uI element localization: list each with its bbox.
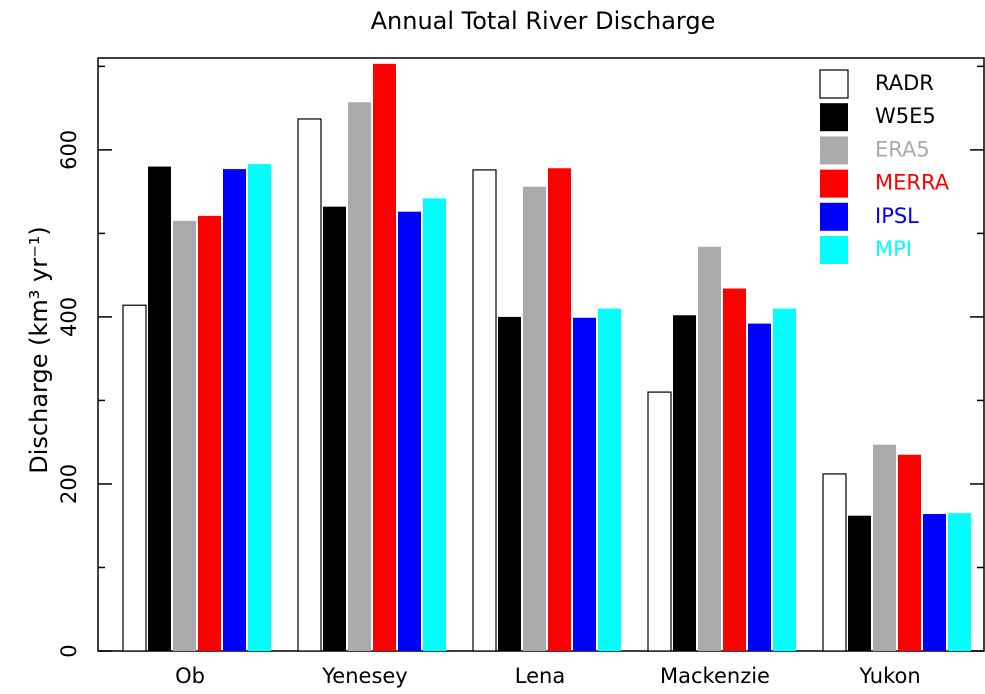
- bar: [348, 102, 371, 652]
- bar: [848, 515, 871, 651]
- bar: [773, 308, 796, 651]
- legend-swatch: [820, 202, 848, 231]
- bar: [948, 513, 971, 651]
- chart-title: Annual Total River Discharge: [371, 7, 716, 35]
- bar: [873, 444, 896, 651]
- bar: [297, 118, 322, 652]
- bar: [923, 514, 946, 651]
- legend-swatch: [820, 136, 848, 165]
- bar: [822, 473, 847, 652]
- bar: [723, 288, 746, 651]
- y-axis-label: Discharge (km³ yr⁻¹): [25, 226, 53, 473]
- bar: [122, 304, 147, 652]
- bar: [173, 220, 196, 651]
- bar: [373, 63, 396, 651]
- legend-label: MPI: [875, 237, 912, 261]
- x-tick-label: Lena: [515, 664, 565, 688]
- bar: [673, 315, 696, 651]
- bar: [748, 323, 771, 651]
- x-tick-label: Ob: [175, 664, 205, 688]
- legend-label: ERA5: [875, 137, 930, 161]
- bar: [323, 206, 346, 651]
- legend-swatch: [820, 169, 848, 198]
- bar: [498, 316, 521, 651]
- legend-swatch: [820, 103, 848, 132]
- y-tick-label: 600: [57, 130, 81, 170]
- bar: [248, 164, 271, 651]
- legend-label: W5E5: [875, 104, 936, 128]
- bar: [472, 169, 497, 652]
- bar: [898, 454, 921, 651]
- legend-label: RADR: [875, 71, 934, 95]
- bar: [698, 246, 721, 651]
- bar: [647, 391, 672, 652]
- legend-swatch: [819, 69, 849, 99]
- y-tick-label: 0: [57, 644, 81, 657]
- bar: [523, 186, 546, 651]
- bar: [423, 198, 446, 651]
- bar: [398, 211, 421, 651]
- legend-swatch: [820, 236, 848, 264]
- bar: [198, 215, 221, 652]
- y-tick-label: 200: [57, 464, 81, 504]
- x-tick-label: Yenesey: [321, 664, 407, 688]
- bar: [548, 168, 571, 651]
- legend-label: IPSL: [875, 204, 919, 228]
- y-tick-label: 400: [57, 297, 81, 337]
- x-tick-label: Mackenzie: [660, 664, 770, 688]
- x-tick-label: Yukon: [858, 664, 920, 688]
- bar: [598, 308, 621, 651]
- legend-label: MERRA: [875, 171, 950, 195]
- bar: [573, 317, 596, 651]
- bar: [223, 169, 246, 651]
- bar: [148, 166, 171, 652]
